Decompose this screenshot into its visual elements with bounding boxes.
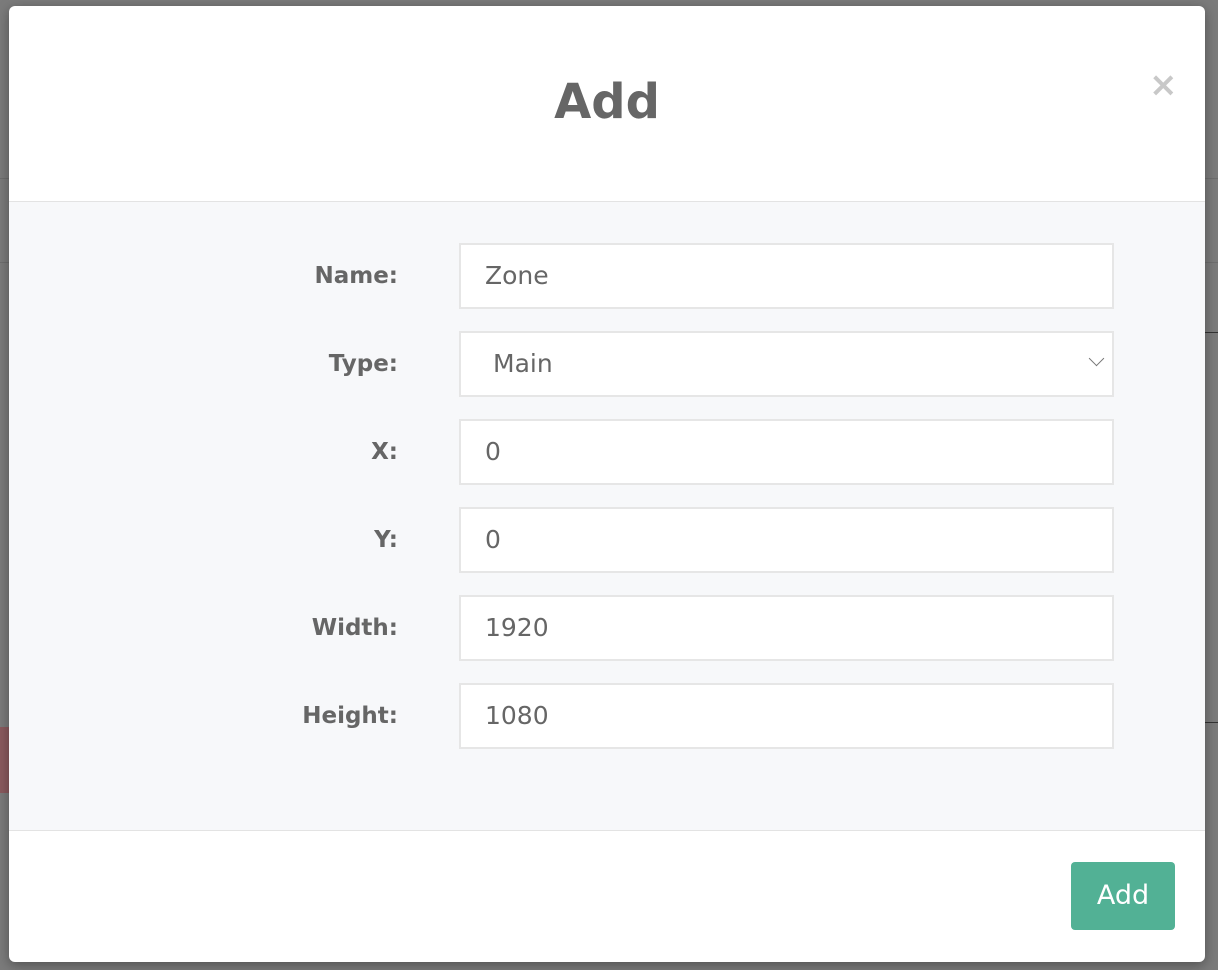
backdrop-divider xyxy=(1200,722,1218,723)
backdrop-button xyxy=(0,727,9,793)
width-input[interactable]: 1920 xyxy=(459,595,1114,661)
backdrop-divider xyxy=(1200,332,1218,333)
x-label: X: xyxy=(371,439,398,465)
height-row: Height: 1080 xyxy=(9,683,1205,749)
y-input[interactable]: 0 xyxy=(459,507,1114,573)
name-row: Name: Zone xyxy=(9,243,1205,309)
name-label: Name: xyxy=(314,263,398,289)
type-select[interactable]: Main xyxy=(459,331,1114,397)
width-row: Width: 1920 xyxy=(9,595,1205,661)
height-label: Height: xyxy=(302,703,398,729)
close-icon[interactable]: × xyxy=(1149,65,1178,105)
chevron-down-icon xyxy=(1088,350,1105,367)
modal-header: Add × xyxy=(9,6,1205,202)
add-button[interactable]: Add xyxy=(1071,862,1175,930)
modal-body: Name: Zone Type: Main X: 0 Y: 0 Width: 1… xyxy=(9,202,1205,831)
add-modal: Add × Name: Zone Type: Main X: 0 Y: 0 Wi… xyxy=(9,6,1205,962)
type-select-value: Main xyxy=(493,349,553,378)
type-row: Type: Main xyxy=(9,331,1205,397)
name-input[interactable]: Zone xyxy=(459,243,1114,309)
type-label: Type: xyxy=(328,351,398,377)
y-row: Y: 0 xyxy=(9,507,1205,573)
x-input[interactable]: 0 xyxy=(459,419,1114,485)
modal-title: Add xyxy=(554,74,660,130)
height-input[interactable]: 1080 xyxy=(459,683,1114,749)
y-label: Y: xyxy=(374,527,398,553)
x-row: X: 0 xyxy=(9,419,1205,485)
width-label: Width: xyxy=(311,615,398,641)
